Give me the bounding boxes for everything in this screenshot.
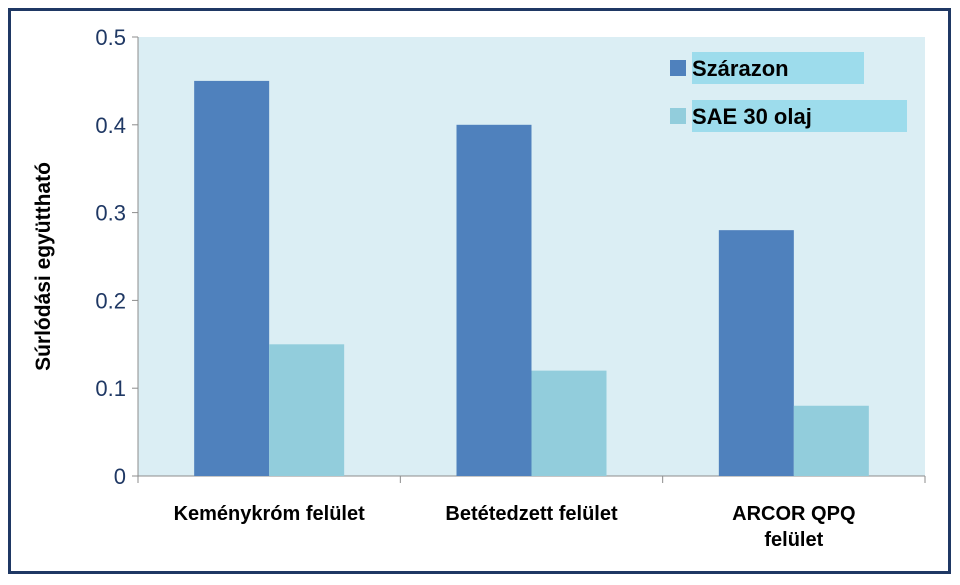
y-tick-label: 0 bbox=[114, 464, 126, 489]
y-tick-label: 0.1 bbox=[95, 376, 126, 401]
legend-label: Szárazon bbox=[692, 56, 789, 81]
x-tick-label-line: Betétedzett felület bbox=[445, 503, 618, 525]
x-tick-label-line: felület bbox=[764, 529, 823, 551]
legend-swatch bbox=[670, 108, 686, 124]
bar-sae30-1 bbox=[531, 370, 607, 476]
y-tick-label: 0.2 bbox=[95, 288, 126, 313]
legend-label: SAE 30 olaj bbox=[692, 104, 812, 129]
y-axis: 0 0.1 0.2 0.3 0.4 0.5 bbox=[95, 25, 139, 489]
y-axis-label: Súrlódási együttható bbox=[32, 162, 55, 371]
bar-sae30-0 bbox=[269, 344, 345, 476]
x-tick-label: ARCOR QPQ felület bbox=[732, 503, 855, 551]
legend-label-highlight bbox=[692, 100, 907, 132]
y-tick-label: 0.5 bbox=[95, 25, 126, 50]
x-axis: Keménykróm felület Betétedzett felület ARC… bbox=[137, 475, 926, 551]
bar-sae30-2 bbox=[793, 405, 869, 476]
bars bbox=[194, 80, 869, 477]
y-tick-label: 0.3 bbox=[95, 201, 126, 226]
bar-szarazon-0 bbox=[194, 80, 270, 477]
legend-label-highlight bbox=[692, 52, 864, 84]
legend-swatch bbox=[670, 60, 686, 76]
y-tick-label: 0.4 bbox=[95, 113, 126, 138]
legend: Szárazon SAE 30 olaj bbox=[670, 52, 907, 132]
x-tick-label: Keménykróm felület bbox=[174, 503, 366, 525]
x-tick-label: Betétedzett felület bbox=[445, 503, 618, 525]
x-tick-label-line: ARCOR QPQ bbox=[732, 503, 855, 525]
bar-szarazon-1 bbox=[456, 124, 532, 477]
x-tick-label-line: Keménykróm felület bbox=[174, 503, 366, 525]
bar-szarazon-2 bbox=[718, 230, 794, 476]
